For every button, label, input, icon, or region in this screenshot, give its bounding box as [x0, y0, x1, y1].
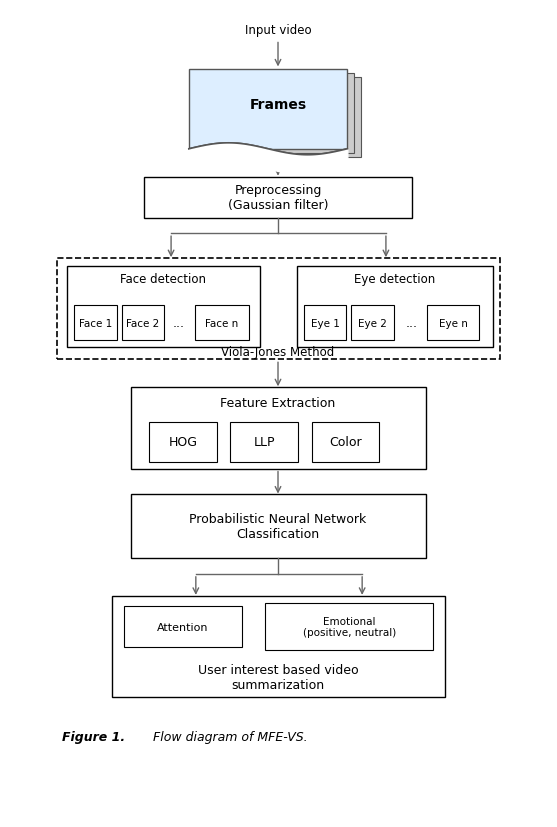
Text: Feature Extraction: Feature Extraction: [221, 396, 336, 409]
Bar: [196, 74, 354, 154]
Bar: [297, 266, 493, 348]
Text: User interest based video
summarization: User interest based video summarization: [198, 663, 358, 691]
Text: LLP: LLP: [253, 436, 275, 449]
Bar: [351, 305, 394, 341]
Text: Preprocessing
(Gaussian filter): Preprocessing (Gaussian filter): [228, 184, 328, 213]
Text: Attention: Attention: [157, 622, 209, 632]
Bar: [428, 305, 479, 341]
Text: Flow diagram of MFE-VS.: Flow diagram of MFE-VS.: [149, 730, 308, 743]
Text: Face n: Face n: [206, 318, 239, 328]
Bar: [265, 603, 433, 651]
Text: Figure 1.: Figure 1.: [62, 730, 125, 743]
Text: Eye 1: Eye 1: [311, 318, 339, 328]
Text: Face detection: Face detection: [120, 273, 206, 286]
Text: ...: ...: [405, 317, 418, 330]
Text: Emotional
(positive, neutral): Emotional (positive, neutral): [302, 616, 396, 638]
Bar: [304, 305, 346, 341]
Bar: [74, 305, 116, 341]
Bar: [121, 305, 164, 341]
Text: Eye 2: Eye 2: [358, 318, 387, 328]
Bar: [112, 596, 445, 697]
Text: HOG: HOG: [168, 436, 198, 449]
Bar: [231, 423, 298, 462]
Bar: [131, 495, 426, 558]
Bar: [131, 388, 426, 469]
Text: Input video: Input video: [245, 24, 311, 37]
Text: Frames: Frames: [250, 98, 306, 112]
Bar: [195, 305, 250, 341]
Bar: [124, 606, 242, 648]
Text: Eye n: Eye n: [439, 318, 468, 328]
Text: Viola-Jones Method: Viola-Jones Method: [221, 346, 335, 358]
Bar: [67, 266, 260, 348]
Bar: [203, 79, 361, 157]
Bar: [57, 259, 500, 360]
Text: Face 1: Face 1: [79, 318, 112, 328]
Bar: [312, 423, 379, 462]
Text: Color: Color: [329, 436, 361, 449]
Text: Probabilistic Neural Network
Classification: Probabilistic Neural Network Classificat…: [189, 513, 367, 541]
Bar: [144, 177, 412, 219]
Bar: [149, 423, 217, 462]
Text: ...: ...: [173, 317, 185, 330]
Text: Eye detection: Eye detection: [354, 273, 436, 286]
Bar: [189, 70, 348, 150]
Text: Face 2: Face 2: [126, 318, 159, 328]
